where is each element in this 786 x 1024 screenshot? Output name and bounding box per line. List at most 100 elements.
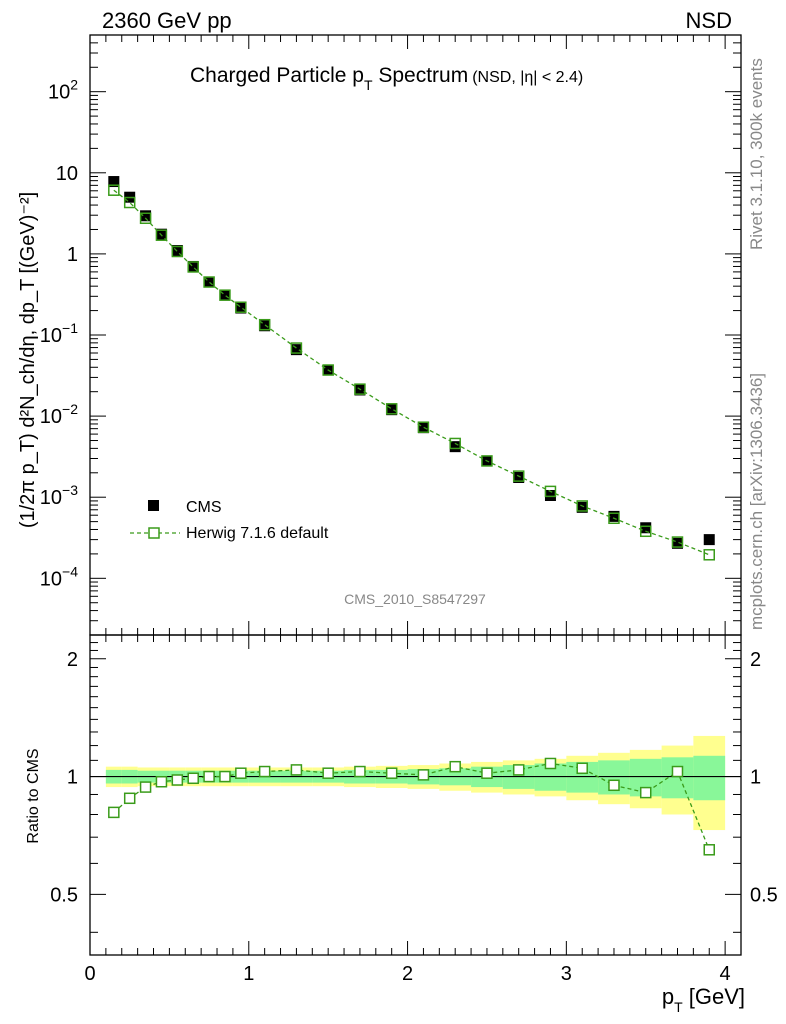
ratio-mc-point [108, 806, 120, 819]
mc-point [639, 525, 652, 538]
x-axis-label: pT [GeV] [662, 984, 745, 1015]
ratio-mc-point [417, 769, 430, 781]
cms-data-point [290, 344, 302, 356]
cms-data-point [576, 501, 588, 513]
ratio-mc-point [155, 775, 168, 788]
analysis-id: CMS_2010_S8547297 [344, 591, 486, 607]
ratio-mc-point [322, 767, 334, 779]
ratio-mc-point [139, 781, 152, 793]
ratio-mc-point [290, 764, 303, 776]
cms-data-point [671, 537, 683, 549]
mc-point [203, 276, 215, 288]
ratio-band-inner [661, 757, 694, 799]
cms-data-point [259, 320, 271, 332]
mc-point [258, 318, 271, 331]
ratio-mc-point [639, 786, 652, 799]
cms-data-point [155, 228, 167, 240]
cms-data-point [108, 176, 120, 188]
y-axis-label: (1/2π p_T) d²N_ch/dη, dp_T [(GeV)⁻²] [17, 192, 39, 528]
ratio-mc-point [512, 764, 525, 776]
header-right-label: NSD [686, 8, 732, 33]
mc-point [155, 229, 168, 241]
y-tick-label: 1 [67, 244, 78, 266]
cms-data-point [703, 534, 715, 546]
main-panel [108, 176, 715, 561]
mc-point [108, 184, 120, 196]
y-tick-label: 10−1 [40, 320, 78, 347]
cms-data-point [386, 404, 398, 416]
cms-data-point [544, 489, 556, 501]
mc-point [139, 212, 152, 225]
mc-point [576, 500, 588, 512]
chart-title-sub: T [364, 77, 373, 93]
y-tick-label: 10−4 [40, 563, 78, 590]
ratio-tick-label-left: 1 [67, 767, 78, 789]
ratio-mc-point [354, 765, 366, 778]
ratio-panel [90, 735, 741, 856]
chart-title: Charged Particle pT Spectrum (NSD, |η| < … [190, 64, 583, 93]
ratio-mc-point [449, 760, 461, 773]
ratio-tick-label-right: 0.5 [750, 884, 778, 906]
ratio-mc-point [385, 767, 398, 779]
chart-title-suffix: (NSD, |η| < 2.4) [472, 69, 583, 86]
mc-point [322, 364, 334, 376]
legend: CMS Herwig 7.1.6 default [130, 499, 329, 542]
legend-marker-cms [148, 500, 159, 511]
y-tick-label: 102 [48, 77, 78, 104]
mc-point [608, 512, 620, 525]
x-tick-label: 3 [561, 963, 572, 985]
mc-point [703, 549, 715, 561]
x-tick-label: 1 [243, 963, 254, 985]
ratio-mc-point [219, 770, 231, 783]
ratio-mc-point [187, 772, 199, 785]
ratio-mc-point [235, 767, 247, 779]
ratio-mc-point [123, 792, 136, 805]
mc-point [671, 536, 684, 548]
mc-point [481, 455, 493, 467]
axes: 0 1 2 3 4 102 10 1 10−1 10−2 10−3 10−4 2 2 1 1 0.5 0.5 [40, 34, 778, 985]
ratio-tick-label-left: 0.5 [50, 884, 78, 906]
rivet-version-label: Rivet 3.1.10, 300k events [747, 58, 766, 250]
cms-data-point [187, 260, 199, 272]
cms-data-point [219, 289, 231, 301]
legend-label-cms: CMS [186, 499, 222, 516]
ratio-mc-point [171, 774, 184, 786]
ratio-mc-point [203, 770, 215, 783]
mc-point [219, 289, 231, 301]
ratio-mc-point [544, 757, 557, 770]
cms-data-point [203, 276, 215, 288]
mc-point [385, 403, 398, 415]
cms-data-point [417, 422, 429, 434]
mcplots-label: mcplots.cern.ch [arXiv:1306.3436] [747, 373, 766, 630]
x-tick-label: 0 [84, 963, 95, 985]
ratio-tick-label-right: 1 [750, 767, 761, 789]
ratio-mc-point [481, 767, 493, 779]
cms-data-point [640, 522, 652, 534]
header-left-label: 2360 GeV pp [102, 8, 232, 33]
mc-point [449, 437, 461, 450]
mc-point [171, 245, 184, 258]
mc-point [235, 301, 247, 313]
ratio-tick-label-right: 2 [750, 649, 761, 671]
mc-point [187, 261, 199, 273]
ratio-y-axis-label: Ratio to CMS [25, 748, 42, 843]
legend-label-herwig: Herwig 7.1.6 default [186, 525, 329, 542]
mc-point [417, 421, 430, 433]
ratio-mc-point [576, 762, 588, 775]
x-tick-label: 4 [720, 963, 731, 985]
cms-data-point [140, 210, 152, 222]
ratio-mc-point [703, 844, 715, 856]
ratio-tick-label-left: 2 [67, 649, 78, 671]
main-frame [89, 34, 742, 636]
ratio-frame [89, 634, 742, 956]
y-tick-label: 10−2 [40, 401, 78, 428]
ratio-band-inner [693, 755, 726, 801]
cms-data-point [513, 471, 525, 483]
ratio-mc-point [258, 765, 271, 778]
cms-data-point [608, 510, 620, 522]
x-tick-label: 2 [402, 963, 413, 985]
cms-data-point [449, 441, 461, 453]
cms-data-point [171, 245, 183, 257]
legend-marker-herwig [148, 527, 160, 539]
